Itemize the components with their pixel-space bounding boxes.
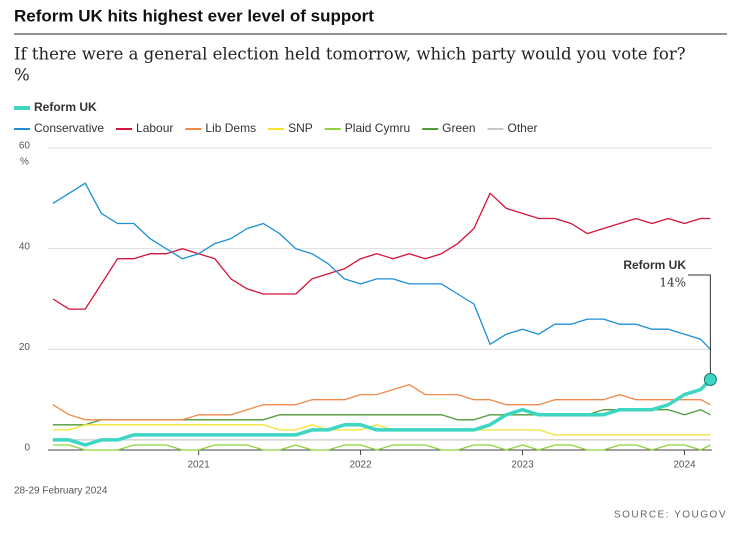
legend-label: SNP — [288, 121, 313, 135]
end-dot — [703, 373, 717, 387]
end-series-label: Reform UK — [623, 258, 686, 272]
y-unit: % — [20, 157, 29, 168]
x-tick-label: 2022 — [349, 460, 372, 471]
value-label: 14% — [659, 276, 686, 290]
footnote: 28-29 February 2024 — [14, 486, 108, 497]
x-tick-label: 2024 — [673, 460, 696, 471]
legend-label: Lib Dems — [205, 121, 256, 135]
chart-title: Reform UK hits highest ever level of sup… — [14, 6, 374, 25]
legend-label: Conservative — [34, 121, 104, 135]
series-line — [52, 383, 711, 421]
y-tick-label: 20 — [19, 342, 31, 353]
y-tick-label: 0 — [24, 443, 30, 454]
legend-label: Plaid Cymru — [345, 121, 410, 135]
x-tick-label: 2023 — [511, 460, 534, 471]
subtitle-unit: % — [14, 66, 30, 85]
source: SOURCE: YOUGOV — [614, 510, 727, 521]
legend-label: Other — [508, 121, 538, 135]
leader-line — [688, 274, 711, 380]
chart-subtitle: If there were a general election held to… — [14, 45, 686, 64]
legend-label: Reform UK — [34, 100, 97, 114]
series-line — [52, 192, 711, 310]
series-line — [52, 182, 711, 350]
series-line — [52, 424, 711, 436]
legend-label: Green — [442, 121, 475, 135]
legend-label: Labour — [136, 121, 173, 135]
y-tick-label: 60 — [19, 141, 31, 152]
series-line — [52, 444, 711, 451]
x-tick-label: 2021 — [187, 460, 210, 471]
y-tick-label: 40 — [19, 241, 31, 252]
series-line — [52, 378, 712, 447]
